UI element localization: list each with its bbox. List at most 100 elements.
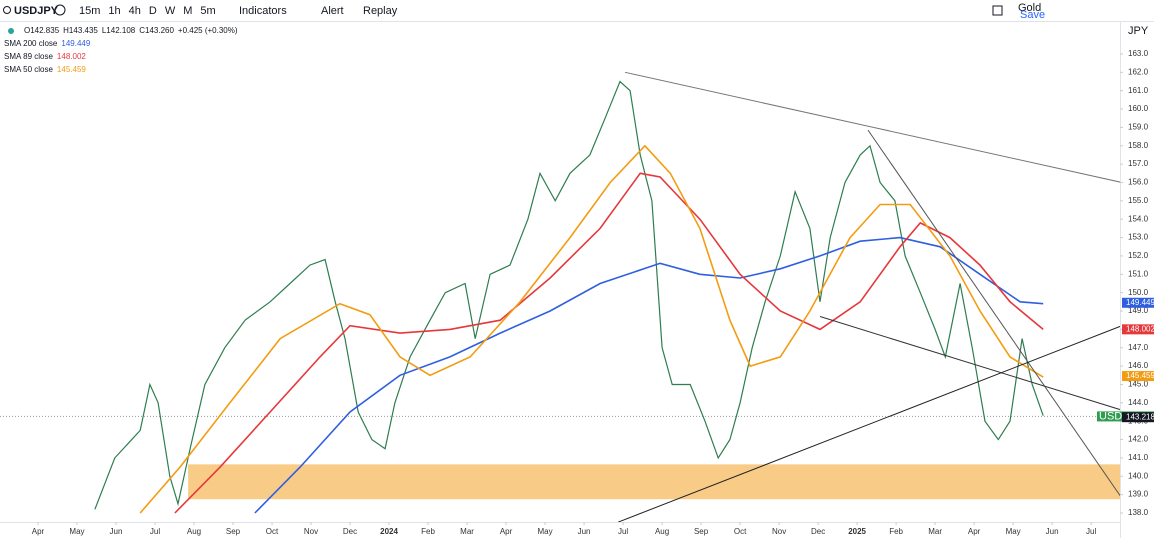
indicator-name[interactable]: SMA 50 close xyxy=(4,65,53,74)
y-tick-label: 159.0 xyxy=(1128,123,1149,132)
y-tick-label: 139.0 xyxy=(1128,490,1149,499)
x-tick-label: Dec xyxy=(811,527,825,536)
x-tick-label: 2025 xyxy=(848,527,866,536)
legend: O142.835 H143.435 L142.108 C143.260 +0.425 (… xyxy=(4,26,238,74)
x-tick-label: Oct xyxy=(266,527,279,536)
indicator-value: 149.449 xyxy=(61,39,90,48)
x-tick-label: Mar xyxy=(928,527,942,536)
x-tick-label: May xyxy=(537,527,552,536)
sma-line xyxy=(174,172,1044,514)
x-tick-label: Apr xyxy=(32,527,45,536)
checkbox[interactable] xyxy=(992,5,1003,16)
y-tick-label: 150.0 xyxy=(1128,288,1149,297)
trendline xyxy=(819,316,1120,411)
x-tick-label: Dec xyxy=(343,527,357,536)
y-tick-label: 152.0 xyxy=(1128,251,1149,260)
indicator-name[interactable]: SMA 89 close xyxy=(4,52,53,61)
ohlc-value: L142.108 xyxy=(102,26,136,35)
sma-line xyxy=(139,144,1044,514)
layout-name[interactable]: Gold xyxy=(1018,2,1041,14)
interval-button[interactable]: 4h xyxy=(129,5,141,17)
y-tick-label: 144.0 xyxy=(1128,398,1149,407)
price-tag xyxy=(1122,297,1154,308)
price-tag-label: 148.002 xyxy=(1126,324,1154,333)
ohlc-value: C143.260 xyxy=(139,26,174,35)
x-tick-label: May xyxy=(69,527,84,536)
x-tick-label: Jul xyxy=(150,527,160,536)
price-tag xyxy=(1122,371,1154,382)
y-tick-label: 163.0 xyxy=(1128,49,1149,58)
replay-button[interactable]: Replay xyxy=(363,5,398,17)
interval-button[interactable]: 15m xyxy=(79,5,100,17)
trendline xyxy=(624,71,1120,183)
ohlc-value: H143.435 xyxy=(63,26,98,35)
symbol-tag xyxy=(1097,411,1122,422)
x-tick-label: Jul xyxy=(1086,527,1096,536)
indicator-value: 148.002 xyxy=(57,52,86,61)
x-tick-label: Feb xyxy=(889,527,903,536)
x-tick-label: Jun xyxy=(578,527,591,536)
ohlc-value: O142.835 xyxy=(24,26,60,35)
y-tick-label: 154.0 xyxy=(1128,214,1149,223)
y-tick-label: 149.0 xyxy=(1128,306,1149,315)
y-tick-label: 158.0 xyxy=(1128,141,1149,150)
search-icon[interactable] xyxy=(3,6,11,14)
y-tick-label: 161.0 xyxy=(1128,86,1149,95)
y-tick-label: 141.0 xyxy=(1128,453,1149,462)
price-tag-label: 143.218 xyxy=(1126,412,1154,421)
ohlc-value: +0.425 (+0.30%) xyxy=(178,26,238,35)
x-tick-label: Aug xyxy=(187,527,201,536)
y-tick-label: 147.0 xyxy=(1128,343,1149,352)
x-tick-label: Jun xyxy=(1046,527,1059,536)
add-symbol[interactable] xyxy=(54,4,66,16)
y-tick-label: 160.0 xyxy=(1128,104,1149,113)
price-tag xyxy=(1122,324,1154,335)
price-line xyxy=(94,80,1044,510)
symbol[interactable]: USDJPY xyxy=(14,5,59,17)
y-tick-label: 162.0 xyxy=(1128,67,1149,76)
interval-button[interactable]: 5m xyxy=(200,5,215,17)
alert-button[interactable]: Alert xyxy=(321,5,344,17)
interval-button[interactable]: D xyxy=(149,5,157,17)
x-tick-label: Sep xyxy=(226,527,241,536)
y-tick-label: 138.0 xyxy=(1128,508,1149,517)
y-tick-label: 140.0 xyxy=(1128,471,1149,480)
plot-area xyxy=(0,71,1120,522)
price-tag-label: 145.459 xyxy=(1126,371,1154,380)
interval-button[interactable]: W xyxy=(165,5,176,17)
x-tick-label: Mar xyxy=(460,527,474,536)
y-tick-label: 157.0 xyxy=(1128,159,1149,168)
indicators-button[interactable]: Indicators xyxy=(239,5,287,17)
indicator-name[interactable]: SMA 200 close xyxy=(4,39,58,48)
price-tag xyxy=(1122,412,1154,423)
trendline xyxy=(617,325,1120,522)
x-tick-label: Jun xyxy=(110,527,123,536)
y-tick-label: 142.0 xyxy=(1128,435,1149,444)
x-tick-label: Apr xyxy=(500,527,513,536)
trendline xyxy=(867,129,1120,497)
x-tick-label: 2024 xyxy=(380,527,398,536)
y-tick-label: 156.0 xyxy=(1128,178,1149,187)
x-tick-label: Nov xyxy=(304,527,318,536)
x-tick-label: Jul xyxy=(618,527,628,536)
x-tick-label: Oct xyxy=(734,527,747,536)
support-zone xyxy=(188,464,1120,500)
indicator-value: 145.459 xyxy=(57,65,86,74)
x-tick-label: May xyxy=(1006,527,1021,536)
toolbar: USDJPY 15m 1h 4h D W M 5m Indicators Alert Rep… xyxy=(0,2,1154,37)
save-button[interactable]: Save xyxy=(1020,9,1045,21)
y-tick-label: 151.0 xyxy=(1128,269,1149,278)
x-tick-label: Apr xyxy=(968,527,981,536)
interval-button[interactable]: M xyxy=(183,5,192,17)
x-tick-label: Feb xyxy=(421,527,435,536)
axes: 138.0139.0140.0141.0142.0143.0144.0145.0… xyxy=(0,22,1154,538)
sma-line xyxy=(254,236,1044,514)
interval-button[interactable]: 1h xyxy=(108,5,120,17)
x-tick-label: Nov xyxy=(772,527,786,536)
y-tick-label: 155.0 xyxy=(1128,196,1149,205)
currency-label: JPY xyxy=(1128,25,1149,37)
price-tag-label: 149.449 xyxy=(1126,298,1154,307)
x-tick-label: Aug xyxy=(655,527,669,536)
